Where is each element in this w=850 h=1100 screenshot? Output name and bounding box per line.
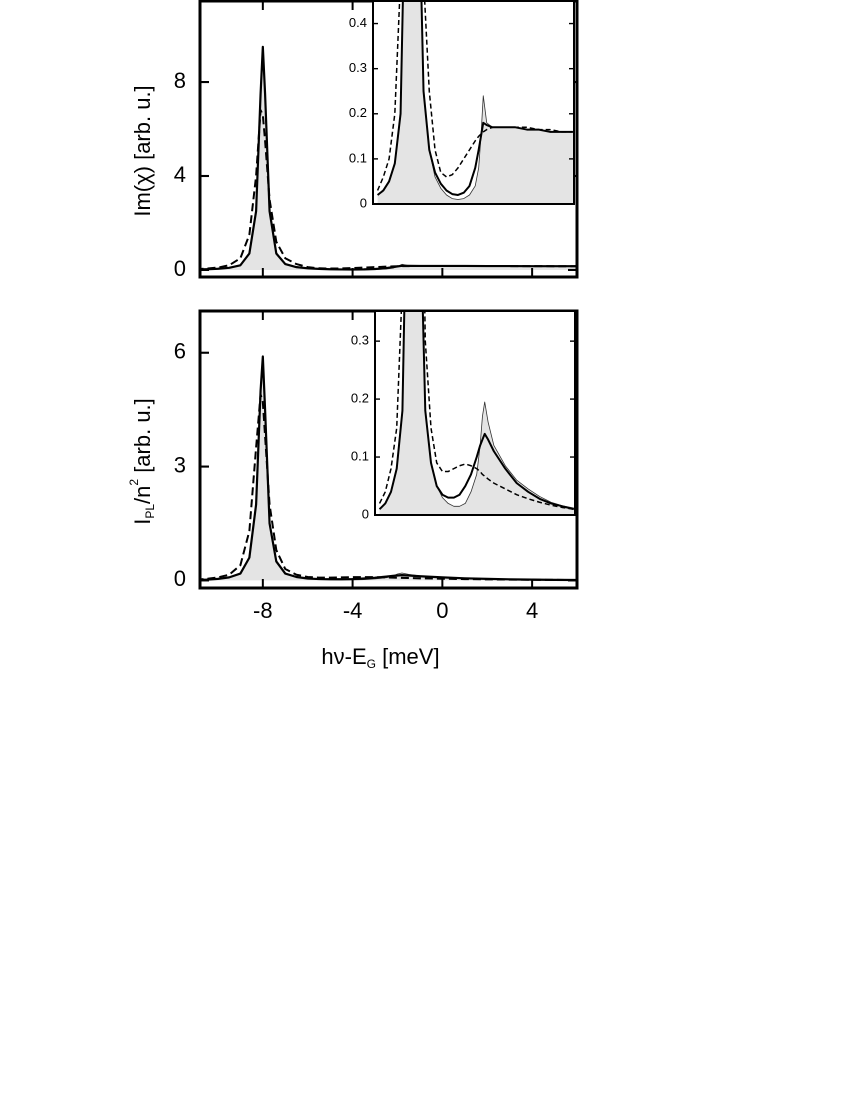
y-tick-label: 0 (174, 566, 186, 591)
frame (372, 0, 575, 205)
label-part: PL (143, 504, 157, 519)
y-tick-label: 0 (360, 195, 367, 210)
label-part: 2 (127, 479, 141, 486)
x-tick-label: 4 (526, 598, 538, 623)
line (200, 109, 577, 270)
panel: 0 3 6 -8 -4 0 4 (174, 309, 579, 623)
plot-area (378, 311, 575, 515)
line (200, 393, 577, 582)
y-tick-label: 0.3 (349, 60, 367, 75)
y-tick-label: 0.3 (351, 333, 369, 348)
label-part: [arb. u.] (130, 398, 155, 479)
line (200, 355, 577, 582)
axis-label: Im(χ) [arb. u.] (130, 85, 155, 216)
label-part: [meV] (376, 644, 440, 669)
line (376, 1, 573, 191)
axis-label: hν-EG [meV] (321, 644, 439, 671)
y-tick-label: 8 (174, 68, 186, 93)
frame (374, 310, 576, 516)
label-part: I (130, 519, 155, 525)
x-tick-label: -8 (253, 598, 273, 623)
area (377, 1, 573, 204)
line (378, 311, 574, 510)
label-part: hν-E (321, 644, 366, 669)
line (378, 311, 575, 511)
y-tick-label: 3 (174, 452, 186, 477)
y-tick-label: 0.2 (351, 391, 369, 406)
area (379, 311, 574, 515)
y-tick-label: 0.4 (349, 15, 367, 30)
label-part: G (367, 657, 376, 671)
plot-area (376, 1, 573, 204)
plot-area (200, 355, 577, 582)
x-tick-label: -4 (343, 598, 363, 623)
panel: 0 0.1 0.2 0.3 (351, 310, 576, 521)
y-tick-label: 0.1 (351, 448, 369, 463)
y-tick-label: 6 (174, 339, 186, 364)
label-part: Im(χ) [arb. u.] (130, 85, 155, 216)
label-part: /n (130, 486, 155, 504)
line (379, 311, 574, 510)
y-tick-label: 0.1 (349, 150, 367, 165)
y-tick-label: 4 (174, 162, 186, 187)
plot-area (200, 45, 577, 271)
x-tick-label: 0 (436, 598, 448, 623)
y-tick-label: 0.2 (349, 105, 367, 120)
axis-label: IPL/n2 [arb. u.] (127, 398, 157, 525)
y-tick-label: 0 (174, 256, 186, 281)
y-tick-label: 0 (362, 506, 369, 521)
panel: 0 0.1 0.2 0.3 0.4 (349, 0, 575, 210)
